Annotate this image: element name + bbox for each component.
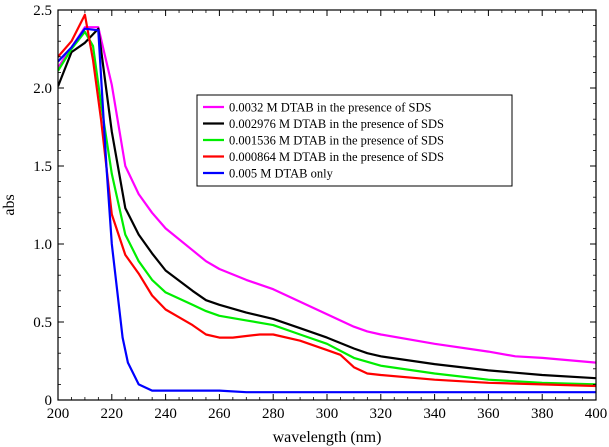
y-tick-label: 0	[45, 393, 53, 409]
series-layer	[58, 13, 596, 394]
legend-label: 0.005 M DTAB only	[229, 167, 334, 181]
y-tick-label: 2.0	[33, 81, 52, 97]
x-tick-label: 260	[208, 406, 231, 422]
y-axis-title: abs	[1, 194, 18, 215]
y-tick-label: 1.0	[33, 237, 52, 253]
legend-label: 0.0032 M DTAB in the presence of SDS	[229, 101, 431, 115]
x-tick-label: 200	[47, 406, 70, 422]
series-line-5	[58, 27, 596, 394]
legend-box	[196, 94, 513, 187]
x-tick-label: 220	[101, 406, 124, 422]
legend-label: 0.000864 M DTAB in the presence of SDS	[229, 150, 444, 164]
x-tick-label: 380	[531, 406, 554, 422]
legend-label: 0.001536 M DTAB in the presence of SDS	[229, 134, 444, 148]
axis-ticks	[57, 9, 597, 401]
series-line-1	[58, 26, 596, 364]
x-tick-label: 300	[316, 406, 339, 422]
legend: 0.0032 M DTAB in the presence of SDS 0.00…	[196, 94, 513, 187]
x-tick-label: 400	[585, 406, 608, 422]
x-tick-label: 360	[477, 406, 500, 422]
axis-tick-labels: 200 220 240 260 280 300 320 340 360 380 400 0 0.5 1.0…	[33, 3, 607, 422]
x-tick-label: 340	[423, 406, 446, 422]
y-tick-label: 1.5	[33, 159, 52, 175]
series-line-2	[58, 27, 596, 380]
legend-label: 0.002976 M DTAB in the presence of SDS	[229, 117, 444, 131]
plot-frame	[57, 9, 597, 401]
x-axis-title: wavelength (nm)	[273, 429, 382, 446]
series-line-3	[58, 30, 596, 386]
x-tick-label: 240	[154, 406, 177, 422]
x-tick-label: 280	[262, 406, 285, 422]
y-tick-label: 2.5	[33, 3, 52, 19]
x-tick-label: 320	[370, 406, 393, 422]
y-tick-label: 0.5	[33, 315, 52, 331]
series-line-4	[58, 13, 596, 388]
